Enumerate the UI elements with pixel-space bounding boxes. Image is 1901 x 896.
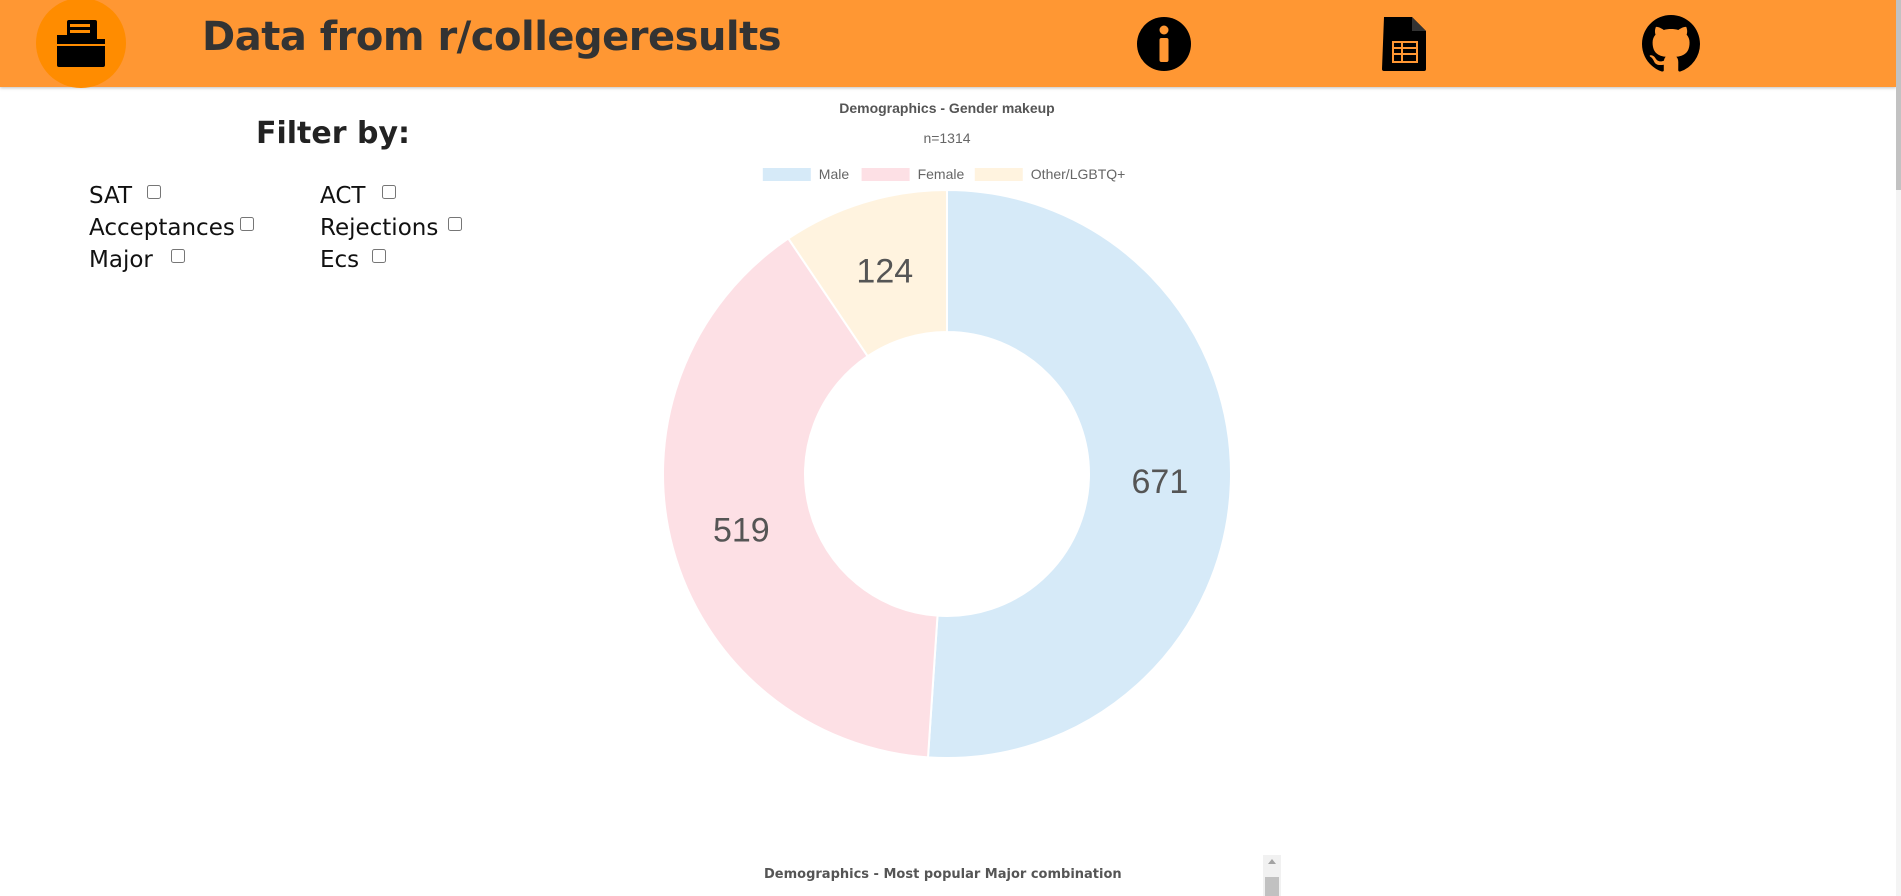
slice-value-label: 124: [856, 252, 913, 290]
logo[interactable]: [36, 0, 126, 88]
filter-rejections-label: Rejections: [320, 215, 439, 241]
filter-act-label: ACT: [320, 183, 366, 209]
spreadsheet-icon: [1382, 17, 1426, 71]
chart-subtitle: n=1314: [923, 130, 970, 146]
filter-sat-checkbox[interactable]: [147, 185, 161, 199]
gender-doughnut-chart: Demographics - Gender makeup n=1314 Male…: [662, 100, 1232, 759]
filter-act-checkbox[interactable]: [382, 185, 396, 199]
chart-title: Demographics - Gender makeup: [839, 100, 1055, 116]
filter-ecs-checkbox[interactable]: [372, 249, 386, 263]
filter-rejections-checkbox[interactable]: [448, 217, 462, 231]
chart-scrollbar[interactable]: [1263, 855, 1281, 896]
slice-value-label: 671: [1132, 463, 1189, 501]
doughnut-slice-female[interactable]: [662, 237, 939, 759]
filter-act: ACT: [320, 183, 396, 209]
legend-label[interactable]: Female: [918, 166, 965, 182]
page-scrollbar[interactable]: [1896, 0, 1901, 896]
chart-slices: [662, 188, 1232, 759]
info-nav-link[interactable]: [1134, 14, 1194, 74]
top-navbar: Data from r/collegeresults: [0, 0, 1896, 88]
legend-label[interactable]: Other/LGBTQ+: [1031, 166, 1126, 182]
filter-sat-label: SAT: [89, 183, 133, 209]
slice-value-label: 519: [713, 511, 770, 549]
filter-rejections: Rejections: [320, 215, 462, 241]
github-icon: [1642, 15, 1700, 72]
legend-swatch[interactable]: [974, 168, 1023, 181]
scroll-up-arrow-icon[interactable]: [1268, 859, 1276, 864]
filter-heading: Filter by:: [256, 116, 411, 151]
info-icon: [1137, 17, 1191, 71]
page-scrollbar-thumb[interactable]: [1896, 0, 1901, 190]
filter-major-checkbox[interactable]: [171, 249, 185, 263]
filter-sat: SAT: [89, 183, 161, 209]
filter-acceptances-label: Acceptances: [89, 215, 235, 241]
legend-label[interactable]: Male: [819, 166, 850, 182]
filter-ecs: Ecs: [320, 247, 386, 273]
legend-swatch[interactable]: [861, 168, 910, 181]
filter-acceptances-checkbox[interactable]: [240, 217, 254, 231]
filter-acceptances: Acceptances: [89, 215, 254, 241]
doughnut-slice-other-lgbtq-[interactable]: [786, 188, 948, 358]
folder-icon: [57, 20, 105, 67]
major-chart-title: Demographics - Most popular Major combin…: [764, 867, 1122, 882]
filter-major: Major: [89, 247, 185, 273]
site-title: Data from r/collegeresults: [202, 14, 782, 60]
legend-swatch[interactable]: [762, 168, 811, 181]
filter-ecs-label: Ecs: [320, 247, 360, 273]
chart-scrollbar-thumb[interactable]: [1265, 877, 1279, 896]
chart-data-labels: 671 519 124: [713, 252, 1188, 549]
github-nav-link[interactable]: [1641, 14, 1701, 74]
doughnut-slice-male[interactable]: [926, 188, 1232, 759]
spreadsheet-nav-link[interactable]: [1375, 14, 1435, 74]
chart-legend: Male Female Other/LGBTQ+: [762, 166, 1126, 182]
filter-major-label: Major: [89, 247, 153, 273]
